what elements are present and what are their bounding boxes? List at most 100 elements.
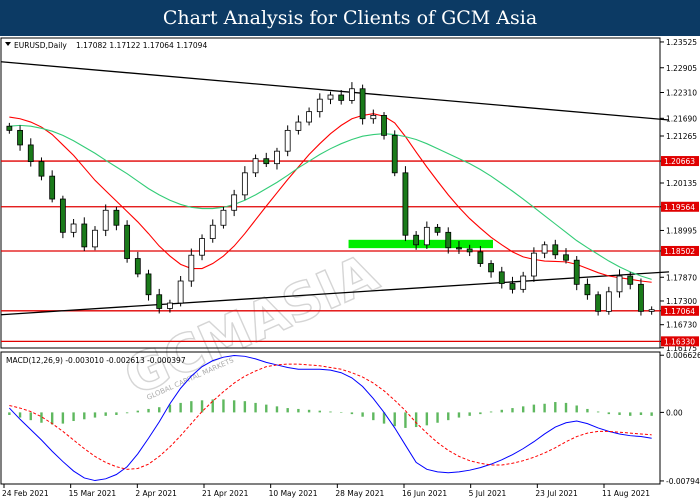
- macd-histogram-bar: [329, 411, 332, 413]
- macd-histogram-bar: [265, 404, 268, 413]
- candle-body: [552, 244, 559, 256]
- candle-body: [541, 244, 548, 254]
- candle-body: [263, 158, 270, 165]
- date-tick-label: 16 Jun 2021: [402, 489, 447, 498]
- macd-histogram-bar: [18, 412, 22, 418]
- chart-area: GCMASIA GLOBAL CAPITAL MARKETS 1.235251.…: [0, 37, 700, 498]
- candle-body: [241, 172, 248, 196]
- candle-body: [627, 275, 634, 285]
- macd-histogram-bar: [190, 401, 193, 413]
- macd-histogram-bar: [61, 412, 65, 424]
- candle-body: [488, 263, 494, 273]
- price-tick-label: 1.21690: [666, 114, 697, 123]
- macd-histogram-bar: [575, 405, 578, 413]
- macd-histogram-bar: [8, 412, 11, 415]
- macd-lines: [8, 354, 652, 482]
- macd-histogram-bar: [168, 404, 172, 413]
- watermark-text: GCMASIA: [116, 243, 387, 408]
- level-badge: [661, 336, 699, 347]
- candle-body: [573, 259, 580, 285]
- macd-histogram-bar: [489, 411, 493, 413]
- candle-body: [134, 258, 141, 275]
- macd-tick-label: -0.007945: [666, 477, 700, 486]
- symbol-label: EURUSD,Daily: [14, 41, 67, 50]
- macd-histogram-bar: [286, 408, 289, 413]
- macd-histogram-bar: [350, 412, 354, 415]
- macd-histogram-bar: [93, 412, 97, 418]
- macd-line: [9, 363, 652, 470]
- macd-histogram-bar: [521, 406, 525, 413]
- macd-histogram-bar: [340, 412, 343, 413]
- macd-histogram-bar: [125, 412, 129, 414]
- candle-body: [70, 223, 77, 233]
- date-tick-label: 11 Aug 2021: [602, 489, 650, 498]
- macd-histogram-bar: [222, 399, 225, 413]
- ohlc-label: 1.17082 1.17122 1.17064 1.17094: [76, 41, 207, 50]
- date-tick-label: 21 Apr 2021: [202, 489, 249, 498]
- macd-histogram-bar: [50, 412, 54, 425]
- macd-histogram-bar: [232, 400, 236, 413]
- level-badge: [661, 156, 699, 167]
- candle-body: [124, 224, 131, 259]
- candle-body: [59, 198, 66, 233]
- level-badge-label: 1.18502: [664, 247, 695, 256]
- price-tick-label: 1.22310: [666, 89, 697, 98]
- macd-histogram: [8, 399, 653, 428]
- macd-tick-label: 0.006626: [666, 351, 700, 360]
- candle-body: [359, 88, 366, 120]
- macd-pane-frame: [0, 351, 661, 485]
- macd-histogram-bar: [243, 401, 247, 413]
- macd-histogram-bar: [275, 406, 279, 413]
- trendlines: [0, 61, 670, 316]
- candle-body: [456, 247, 462, 250]
- date-tick-label: 5 Jul 2021: [469, 489, 507, 498]
- candles: [6, 82, 655, 316]
- candle-body: [316, 98, 323, 113]
- candle-body: [466, 248, 473, 253]
- watermark: GCMASIA GLOBAL CAPITAL MARKETS: [115, 243, 387, 409]
- level-badge-label: 1.19564: [664, 203, 695, 212]
- level-badge-label: 1.16330: [664, 337, 695, 346]
- macd-histogram-bar: [607, 412, 611, 415]
- macd-histogram-bar: [586, 408, 589, 413]
- candle-body: [595, 294, 602, 312]
- candle-body: [209, 224, 216, 239]
- candle-body: [199, 238, 205, 256]
- macd-histogram-bar: [457, 412, 461, 418]
- candle-body: [327, 94, 334, 100]
- macd-histogram-bar: [200, 400, 204, 413]
- candle-body: [530, 252, 537, 277]
- date-axis: 24 Feb 2021 15 Mar 2021 2 Apr 2021 21 Apr 2…: [2, 484, 650, 498]
- candle-body: [92, 229, 98, 248]
- candle-body: [563, 254, 569, 261]
- candle-body: [584, 283, 591, 296]
- candle-body: [638, 283, 644, 312]
- macd-histogram-bar: [254, 402, 257, 413]
- candle-body: [167, 302, 173, 309]
- consolidation-zone: [348, 239, 493, 249]
- date-tick-label: 28 May 2021: [335, 489, 384, 498]
- candle-body: [509, 283, 516, 290]
- candle-body: [27, 144, 34, 162]
- macd-histogram-bar: [393, 412, 396, 427]
- candle-body: [274, 150, 280, 165]
- symbol-triangle-icon: [5, 42, 11, 46]
- macd-histogram-bar: [297, 408, 300, 413]
- candle-body: [391, 134, 398, 174]
- level-badge-label: 1.20663: [664, 157, 695, 166]
- macd-histogram-bar: [307, 409, 311, 413]
- macd-histogram-bar: [83, 412, 86, 420]
- main-price-axis: 1.23525 1.22905 1.22310 1.21690 1.21265 1.206…: [660, 38, 697, 353]
- ma-line: [9, 113, 652, 283]
- macd-histogram-bar: [361, 412, 364, 417]
- consolidation-zone-rect: [348, 239, 493, 249]
- trendline: [0, 271, 670, 316]
- macd-histogram-bar: [136, 410, 140, 413]
- macd-histogram-bar: [72, 412, 75, 422]
- macd-histogram-bar: [414, 412, 418, 428]
- price-tick-label: 1.21265: [666, 132, 697, 141]
- macd-histogram-bar: [179, 402, 182, 413]
- candle-body: [370, 114, 377, 120]
- date-tick-label: 15 Mar 2021: [69, 489, 117, 498]
- macd-tick-label: 0.00: [666, 408, 683, 417]
